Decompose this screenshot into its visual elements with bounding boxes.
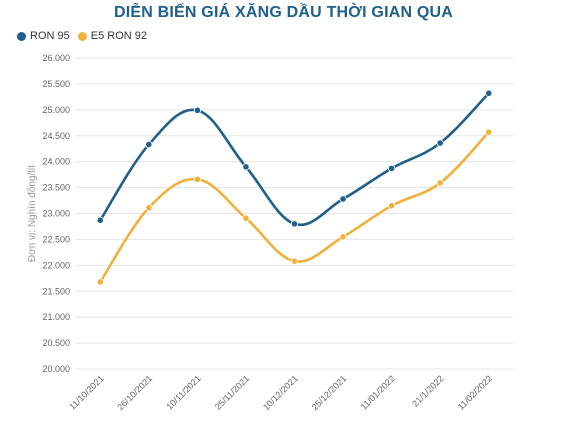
x-tick-label: 11/10/2021: [67, 373, 105, 411]
x-tick-label: 10/12/2021: [261, 373, 300, 412]
data-point-e5ron92: [485, 128, 493, 136]
x-tick-label: 25/12/2021: [310, 373, 349, 412]
data-point-e5ron92: [290, 257, 299, 265]
y-tick-label: 23.500: [42, 183, 70, 193]
data-point-ron95: [193, 106, 201, 114]
data-point-ron95: [145, 140, 153, 149]
legend-swatch-e5ron92: [77, 31, 87, 41]
legend-label-ron95: RON 95: [30, 30, 70, 42]
x-tick-label: 11/01/2022: [359, 373, 397, 411]
data-point-ron95: [290, 220, 299, 228]
y-tick-label: 26.000: [42, 53, 70, 63]
y-tick-label: 22.500: [42, 234, 70, 244]
data-point-ron95: [485, 89, 493, 97]
x-tick-label: 10/11/2021: [164, 373, 202, 411]
legend-item-e5ron92[interactable]: E5 RON 92: [77, 30, 147, 42]
data-point-ron95: [388, 164, 396, 173]
x-tick-label: 21/1/2022: [410, 373, 445, 408]
y-tick-label: 20.000: [42, 364, 70, 374]
y-tick-label: 22.000: [42, 260, 70, 270]
data-point-e5ron92: [193, 175, 201, 183]
x-tick-label: 11/02/2022: [456, 373, 494, 411]
data-point-ron95: [339, 195, 347, 203]
data-point-ron95: [436, 139, 444, 147]
legend: RON 95 E5 RON 92: [17, 30, 147, 42]
y-tick-label: 25.500: [42, 79, 70, 89]
data-point-e5ron92: [388, 202, 396, 210]
legend-swatch-ron95: [17, 31, 26, 41]
data-point-e5ron92: [242, 214, 250, 222]
y-tick-label: 24.500: [42, 131, 70, 141]
x-tick-label: 26/10/2021: [115, 373, 154, 412]
y-axis-label: Đơn vị: Nghìn đồng/lít: [26, 165, 38, 262]
y-tick-label: 21.500: [42, 286, 70, 296]
data-point-ron95: [96, 216, 104, 224]
x-tick-label: 25/11/2021: [213, 373, 251, 411]
data-point-e5ron92: [339, 233, 347, 241]
data-point-e5ron92: [145, 204, 153, 212]
chart-title: DIỄN BIẾN GIÁ XĂNG DẦU THỜI GIAN QUA: [113, 4, 454, 21]
y-tick-label: 24.000: [42, 157, 70, 167]
data-point-e5ron92: [96, 278, 104, 286]
y-tick-label: 21.000: [42, 312, 70, 322]
y-tick-label: 23.000: [42, 209, 70, 219]
y-tick-label: 25.000: [42, 105, 70, 115]
series-line-ron95: [98, 91, 491, 227]
legend-label-e5ron92: E5 RON 92: [90, 30, 147, 42]
y-tick-label: 20.500: [42, 338, 70, 348]
legend-item-ron95[interactable]: RON 95: [17, 30, 70, 42]
data-point-ron95: [242, 163, 250, 171]
data-point-e5ron92: [436, 179, 444, 187]
